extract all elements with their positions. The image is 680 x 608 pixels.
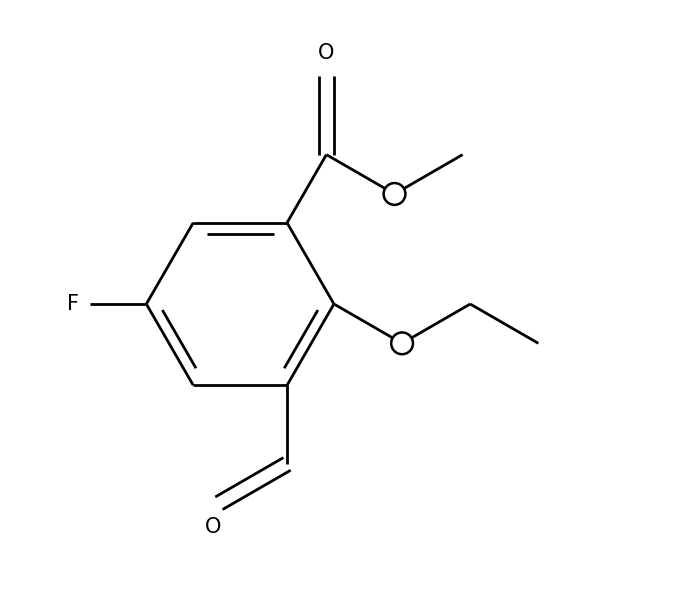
Circle shape [384, 183, 405, 205]
Circle shape [391, 333, 413, 354]
Text: O: O [205, 517, 221, 537]
Text: F: F [67, 294, 80, 314]
Text: O: O [318, 43, 335, 63]
